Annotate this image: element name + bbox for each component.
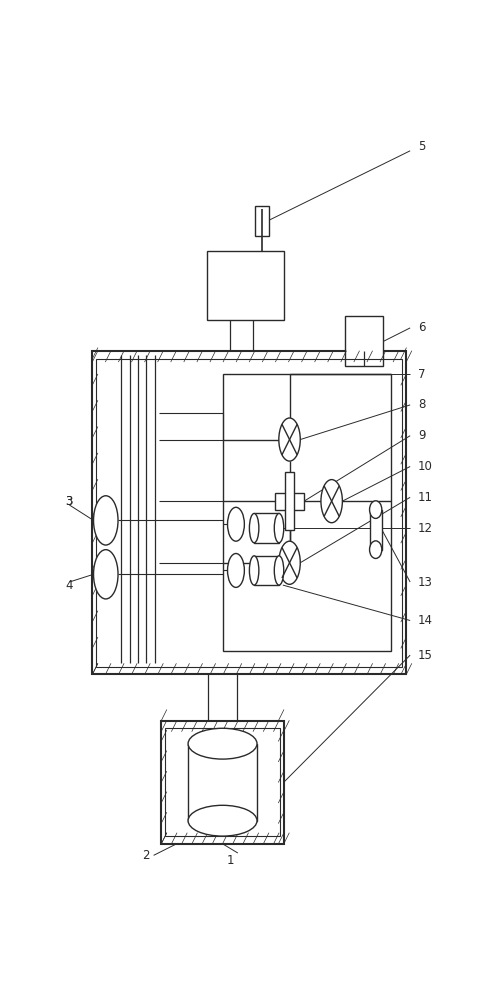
Bar xyxy=(254,556,279,585)
Bar xyxy=(165,728,280,836)
Bar xyxy=(345,316,383,366)
Bar xyxy=(255,206,269,235)
Bar xyxy=(275,493,304,510)
Circle shape xyxy=(321,480,342,523)
Bar xyxy=(254,513,279,543)
Text: 3: 3 xyxy=(66,495,73,508)
Text: 9: 9 xyxy=(418,429,425,442)
Text: 15: 15 xyxy=(418,649,433,662)
Bar xyxy=(92,351,406,674)
Text: 11: 11 xyxy=(418,491,433,504)
Ellipse shape xyxy=(188,728,257,759)
Bar xyxy=(222,374,391,651)
Ellipse shape xyxy=(188,805,257,836)
Text: 10: 10 xyxy=(418,460,433,473)
Text: 4: 4 xyxy=(66,579,73,592)
Text: 8: 8 xyxy=(418,398,425,411)
Text: 5: 5 xyxy=(418,140,425,153)
Text: 6: 6 xyxy=(418,321,425,334)
Text: 13: 13 xyxy=(418,576,433,588)
Bar xyxy=(188,744,257,821)
Circle shape xyxy=(228,507,245,541)
Text: 2: 2 xyxy=(142,849,150,862)
Bar xyxy=(161,721,284,844)
Text: 1: 1 xyxy=(226,854,234,867)
Ellipse shape xyxy=(249,556,259,585)
Circle shape xyxy=(93,550,118,599)
Bar xyxy=(370,510,382,550)
Text: 3: 3 xyxy=(66,495,73,508)
Bar xyxy=(286,472,294,530)
Text: 12: 12 xyxy=(418,522,433,535)
Circle shape xyxy=(228,554,245,587)
Text: 7: 7 xyxy=(418,368,425,381)
Bar xyxy=(207,251,284,320)
Bar xyxy=(96,359,403,667)
Text: 14: 14 xyxy=(418,614,433,627)
Ellipse shape xyxy=(274,513,284,543)
Ellipse shape xyxy=(370,541,382,558)
Ellipse shape xyxy=(274,556,284,585)
Ellipse shape xyxy=(249,513,259,543)
Ellipse shape xyxy=(370,501,382,518)
Circle shape xyxy=(279,418,300,461)
Circle shape xyxy=(279,541,300,584)
Circle shape xyxy=(93,496,118,545)
